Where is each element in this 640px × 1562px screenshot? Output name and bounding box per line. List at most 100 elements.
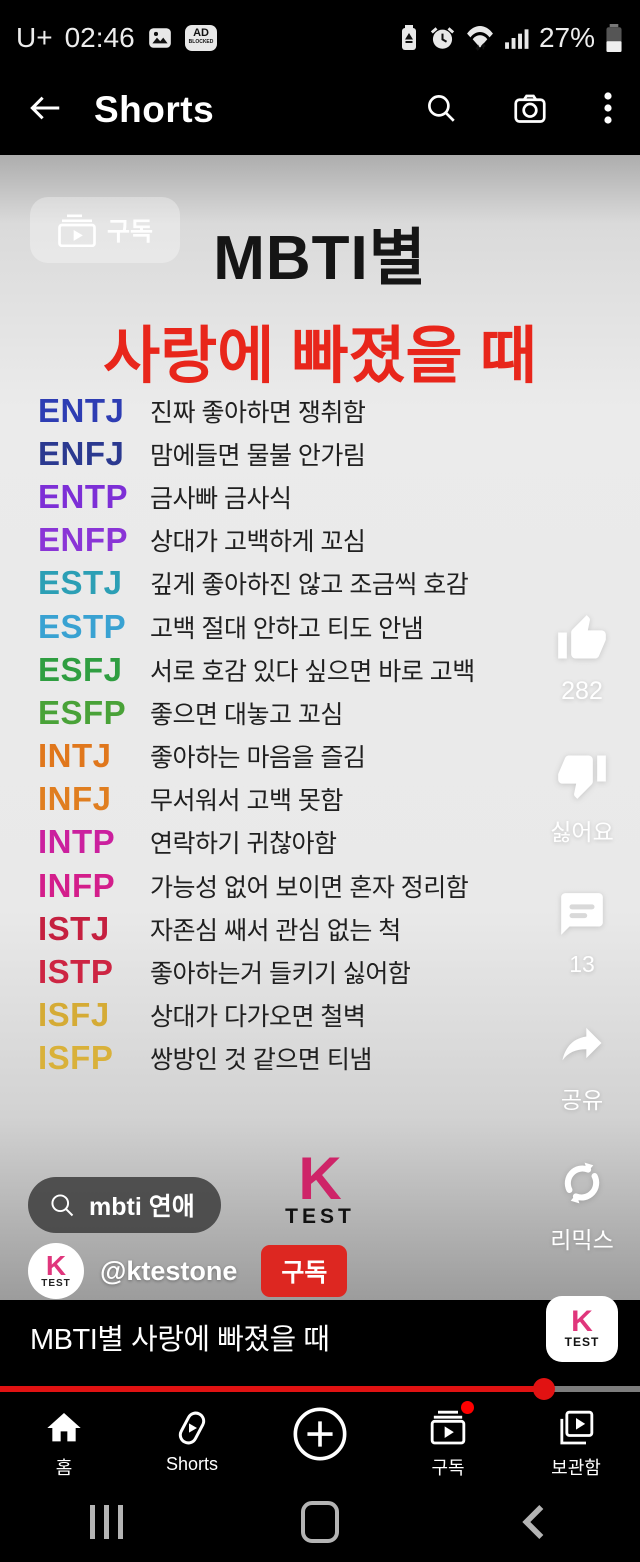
mbti-description: 상대가 고백하게 꼬심 bbox=[150, 528, 366, 557]
share-button[interactable]: 공유 bbox=[536, 1017, 628, 1115]
mbti-row: INTP 연락하기 귀찮아함 bbox=[38, 821, 475, 864]
mbti-type-label: ESTP bbox=[38, 607, 127, 645]
battery-percent-label: 27% bbox=[538, 21, 595, 53]
mbti-row: ESFJ 서로 호감 있다 싶으면 바로 고백 bbox=[38, 648, 475, 691]
mbti-type-label: ENFJ bbox=[38, 434, 125, 472]
dislike-button[interactable]: 싫어요 bbox=[536, 749, 628, 847]
channel-row: K TEST @ktestone 구독 bbox=[28, 1243, 348, 1299]
suggested-search-chip[interactable]: mbti 연애 bbox=[28, 1177, 221, 1233]
subscribe-tv-icon bbox=[58, 214, 96, 247]
bottom-nav: 홈 Shorts 구독 보관함 bbox=[0, 1398, 640, 1482]
shorts-video-surface[interactable]: 구독 MBTI별 사랑에 빠졌을 때 ENTJ 진짜 좋아하면 쟁취함 ENFJ 맘에… bbox=[0, 155, 640, 1300]
mbti-row: ENTJ 진짜 좋아하면 쟁취함 bbox=[38, 389, 475, 432]
share-label: 공유 bbox=[560, 1087, 604, 1113]
status-bar: U+ 02:46 AD BLOCKED 27% bbox=[0, 0, 640, 65]
nav-shorts[interactable]: Shorts bbox=[128, 1398, 256, 1482]
mbti-description: 좋으면 대놓고 꼬심 bbox=[150, 700, 343, 729]
home-nav-button[interactable] bbox=[213, 1501, 426, 1543]
camera-icon[interactable] bbox=[512, 90, 548, 131]
more-menu-icon[interactable] bbox=[602, 90, 614, 131]
clock-label: 02:46 bbox=[64, 21, 135, 53]
nav-create[interactable] bbox=[256, 1398, 384, 1482]
subscribe-button[interactable]: 구독 bbox=[261, 1245, 348, 1297]
mbti-type-label: ESTJ bbox=[38, 564, 123, 602]
battery-saver-icon bbox=[398, 24, 420, 51]
channel-avatar[interactable]: K TEST bbox=[28, 1243, 84, 1299]
mbti-description: 상대가 다가오면 철벽 bbox=[150, 1003, 366, 1032]
ktest-k-glyph: K bbox=[298, 1145, 342, 1212]
mbti-description: 맘에들면 물불 안가림 bbox=[150, 441, 366, 470]
battery-icon bbox=[604, 23, 624, 52]
like-button[interactable]: 282 bbox=[536, 613, 628, 706]
mbti-description: 연락하기 귀찮아함 bbox=[150, 830, 337, 859]
badge-k-glyph: K bbox=[571, 1305, 593, 1338]
subscriptions-icon bbox=[428, 1401, 474, 1452]
app-header: Shorts bbox=[0, 65, 640, 155]
home-icon bbox=[44, 1404, 84, 1452]
mbti-type-label: INTP bbox=[38, 823, 116, 861]
ktest-wordmark: TEST bbox=[285, 1205, 355, 1228]
mbti-description: 서로 호감 있다 싶으면 바로 고백 bbox=[150, 657, 475, 686]
mbti-row: ESFP 좋으면 대놓고 꼬심 bbox=[38, 691, 475, 734]
comments-button[interactable]: 13 bbox=[536, 889, 628, 978]
remix-button[interactable]: 리믹스 bbox=[536, 1157, 628, 1255]
alarm-icon bbox=[429, 24, 456, 51]
comment-count: 13 bbox=[569, 951, 595, 977]
mbti-type-label: ESFP bbox=[38, 693, 127, 731]
ktest-watermark-logo: K TEST bbox=[0, 1145, 640, 1229]
comment-icon bbox=[561, 893, 603, 935]
remix-icon bbox=[564, 1162, 600, 1204]
android-back-button[interactable] bbox=[427, 1502, 640, 1542]
video-progress-bar[interactable] bbox=[0, 1378, 640, 1400]
create-icon bbox=[291, 1404, 349, 1464]
mbti-row: ESTJ 깊게 좋아하진 않고 조금씩 호감 bbox=[38, 562, 475, 605]
library-icon bbox=[556, 1404, 596, 1452]
mbti-type-label: ISTJ bbox=[38, 909, 110, 947]
nav-home-label: 홈 bbox=[55, 1458, 73, 1478]
action-rail: 282 싫어요 13 공유 리믹스 bbox=[536, 155, 628, 1300]
avatar-k-glyph: K bbox=[45, 1249, 67, 1281]
mbti-row: INFJ 무서워서 고백 못함 bbox=[38, 778, 475, 821]
mbti-type-label: INFJ bbox=[38, 780, 112, 818]
thumbs-down-icon bbox=[558, 755, 606, 799]
mbti-type-label: ENFP bbox=[38, 521, 129, 559]
ad-blocker-icon: AD BLOCKED bbox=[184, 24, 218, 51]
mbti-row: ISFP 쌍방인 것 같으면 티냄 bbox=[38, 1037, 475, 1080]
search-chip-label: mbti 연애 bbox=[89, 1193, 195, 1221]
channel-handle[interactable]: @ktestone bbox=[100, 1255, 238, 1286]
search-icon[interactable] bbox=[424, 91, 458, 130]
mbti-description: 쌍방인 것 같으면 티냄 bbox=[150, 1046, 372, 1075]
badge-wordmark: TEST bbox=[564, 1335, 600, 1349]
mbti-type-label: ISTP bbox=[38, 953, 114, 991]
avatar-wordmark: TEST bbox=[41, 1277, 71, 1289]
recents-button[interactable] bbox=[0, 1505, 213, 1539]
watermark-label: 구독 bbox=[106, 218, 153, 246]
progress-scrubber[interactable] bbox=[533, 1378, 555, 1400]
mbti-row: ISTP 좋아하는거 들키기 싫어함 bbox=[38, 950, 475, 993]
wifi-icon bbox=[465, 24, 495, 51]
mbti-description: 깊게 좋아하진 않고 조금씩 호감 bbox=[150, 571, 469, 600]
mbti-row: ENFJ 맘에들면 물불 안가림 bbox=[38, 432, 475, 475]
video-caption[interactable]: MBTI별 사랑에 빠졌을 때 bbox=[30, 1324, 330, 1356]
share-icon bbox=[562, 1027, 602, 1061]
mbti-description: 좋아하는거 들키기 싫어함 bbox=[150, 960, 411, 989]
ktest-channel-badge[interactable]: K TEST bbox=[546, 1296, 618, 1362]
nav-library-label: 보관함 bbox=[551, 1458, 601, 1478]
nav-library[interactable]: 보관함 bbox=[512, 1398, 640, 1482]
mbti-type-label: ISFP bbox=[38, 1039, 114, 1077]
mbti-description: 좋아하는 마음을 즐김 bbox=[150, 744, 366, 773]
video-main-title: MBTI별 bbox=[213, 224, 427, 293]
remix-label: 리믹스 bbox=[550, 1227, 614, 1253]
nav-subscriptions[interactable]: 구독 bbox=[384, 1398, 512, 1482]
android-back-icon bbox=[522, 1504, 544, 1540]
progress-fill bbox=[0, 1386, 544, 1392]
signal-icon bbox=[504, 25, 530, 51]
nav-subscriptions-label: 구독 bbox=[431, 1458, 465, 1478]
back-button[interactable] bbox=[26, 89, 64, 132]
mbti-row: ISTJ 자존심 쌔서 관심 없는 척 bbox=[38, 907, 475, 950]
mbti-row: ENFP 상대가 고백하게 꼬심 bbox=[38, 519, 475, 562]
video-subscribe-watermark: 구독 bbox=[30, 197, 180, 263]
nav-home[interactable]: 홈 bbox=[0, 1398, 128, 1482]
dislike-label: 싫어요 bbox=[550, 819, 614, 845]
